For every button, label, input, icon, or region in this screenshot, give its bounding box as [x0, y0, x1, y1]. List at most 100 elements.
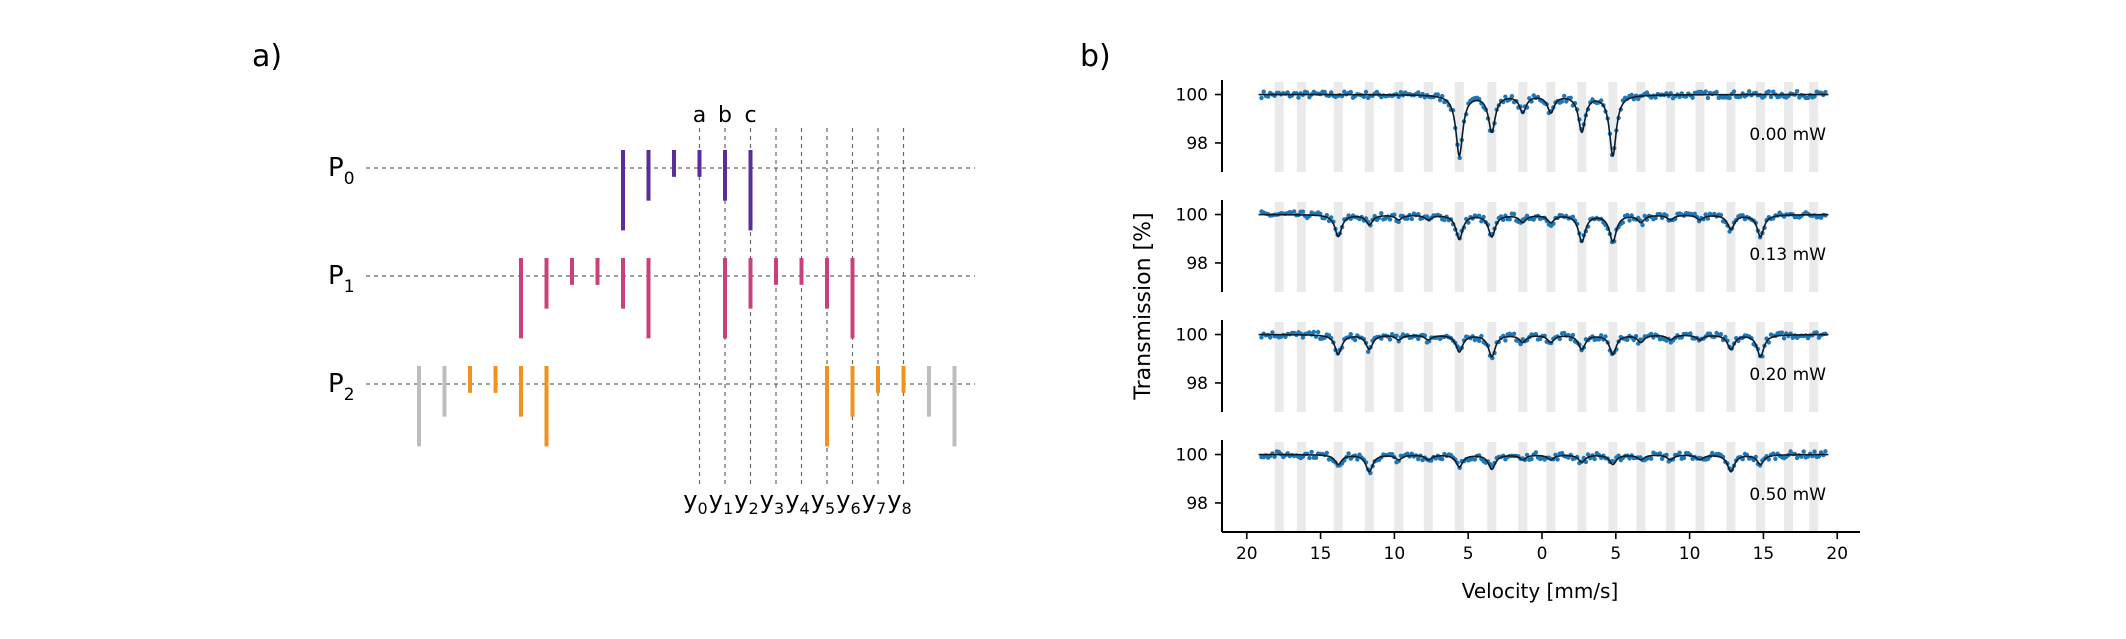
data-point	[1747, 89, 1752, 94]
line-band-15	[1726, 202, 1736, 292]
data-point	[1568, 337, 1573, 342]
line-band-6	[1454, 442, 1464, 532]
data-point	[1533, 450, 1539, 455]
data-point	[1585, 452, 1591, 457]
y-tick-label: 100	[1176, 86, 1208, 106]
data-point	[1627, 218, 1632, 223]
data-point	[1355, 457, 1360, 462]
data-point	[1781, 336, 1787, 341]
data-point	[1394, 333, 1399, 338]
data-point	[1631, 337, 1637, 343]
line-band-16	[1755, 202, 1765, 292]
panel-a-guides	[698, 128, 905, 486]
data-point	[1503, 338, 1508, 343]
data-point	[1329, 90, 1334, 95]
data-point	[1322, 89, 1327, 95]
data-point	[1564, 99, 1569, 104]
data-point	[1568, 95, 1573, 101]
line-band-18	[1809, 202, 1819, 292]
data-point	[1814, 330, 1819, 335]
data-point	[1823, 449, 1828, 454]
line-band-4	[1394, 202, 1404, 292]
data-point	[1348, 332, 1354, 337]
data-point	[1703, 89, 1708, 94]
data-point	[1270, 330, 1275, 335]
top-label-b: b	[718, 103, 732, 128]
line-band-10	[1577, 322, 1587, 412]
x-tick-label: 15	[1753, 544, 1775, 564]
line-band-9	[1546, 442, 1556, 532]
data-point	[1570, 332, 1576, 338]
data-point	[1557, 336, 1563, 342]
x-tick-label: 5	[1463, 544, 1474, 564]
row-label-sub: 2	[344, 385, 355, 405]
line-band-12	[1636, 82, 1646, 172]
line-band-9	[1546, 82, 1556, 172]
data-point	[1657, 451, 1663, 456]
row-p0: P0	[328, 150, 975, 231]
data-point	[1509, 94, 1515, 99]
data-point	[1309, 449, 1314, 455]
line-band-5	[1423, 82, 1433, 172]
line-band-14	[1695, 322, 1705, 412]
data-point	[1629, 92, 1634, 98]
data-point	[1690, 95, 1695, 100]
line-band-6	[1454, 82, 1464, 172]
line-band-0	[1274, 322, 1284, 412]
y-label-6: y6	[836, 486, 860, 518]
x-tick-label: 10	[1384, 544, 1406, 564]
data-point	[1727, 95, 1732, 101]
y-label-0: y0	[683, 486, 707, 518]
data-point	[1440, 456, 1445, 462]
y-tick-label: 98	[1186, 134, 1208, 154]
y-label-4: y4	[785, 486, 809, 518]
line-band-1	[1296, 82, 1306, 172]
line-band-2	[1333, 442, 1343, 532]
line-band-4	[1394, 442, 1404, 532]
line-band-17	[1784, 202, 1794, 292]
data-point	[1620, 220, 1626, 225]
subplot-2: 98 100 0.20 mW	[1176, 320, 1829, 412]
data-point	[1442, 217, 1447, 223]
data-point	[1387, 217, 1393, 222]
line-band-16	[1755, 442, 1765, 532]
data-point	[1559, 99, 1565, 104]
data-point	[1392, 212, 1397, 217]
y-label-7: y7	[862, 486, 886, 518]
data-point	[1640, 222, 1645, 228]
row-label-sub: 0	[344, 169, 355, 189]
line-band-15	[1726, 442, 1736, 532]
data-point	[1731, 89, 1737, 94]
line-band-15	[1726, 322, 1736, 412]
data-point	[1688, 331, 1693, 336]
x-tick-label: 0	[1537, 544, 1548, 564]
data-point	[1705, 216, 1711, 221]
y-tick-label: 100	[1176, 206, 1208, 226]
line-band-13	[1665, 442, 1675, 532]
line-band-1	[1296, 202, 1306, 292]
top-label-c: c	[744, 103, 756, 128]
x-axis-label: Velocity [mm/s]	[1462, 579, 1619, 603]
x-axis: 20 15 10 5 0 5 10 15 20	[1222, 531, 1860, 564]
y-tick-label: 98	[1186, 254, 1208, 274]
panel-a-y-labels: y0 y1 y2 y3 y4 y5 y6 y7 y8	[683, 486, 911, 518]
data-point	[1649, 331, 1654, 337]
data-point	[1265, 94, 1271, 99]
data-point	[1677, 450, 1682, 455]
data-point	[1300, 209, 1306, 214]
data-point	[1677, 94, 1682, 100]
data-point	[1416, 456, 1421, 462]
data-point	[1625, 337, 1630, 342]
panel-a-label: a)	[252, 39, 282, 74]
series-label-3: 0.50 mW	[1749, 485, 1826, 505]
data-point	[1396, 219, 1401, 225]
x-tick-label: 20	[1826, 544, 1848, 564]
line-band-7	[1487, 442, 1497, 532]
data-point	[1768, 94, 1774, 100]
line-band-11	[1608, 202, 1618, 292]
row-label-p2: P2	[328, 369, 355, 405]
data-point	[1603, 334, 1608, 339]
data-point	[1799, 454, 1804, 459]
data-point	[1653, 215, 1658, 221]
line-band-10	[1577, 202, 1587, 292]
